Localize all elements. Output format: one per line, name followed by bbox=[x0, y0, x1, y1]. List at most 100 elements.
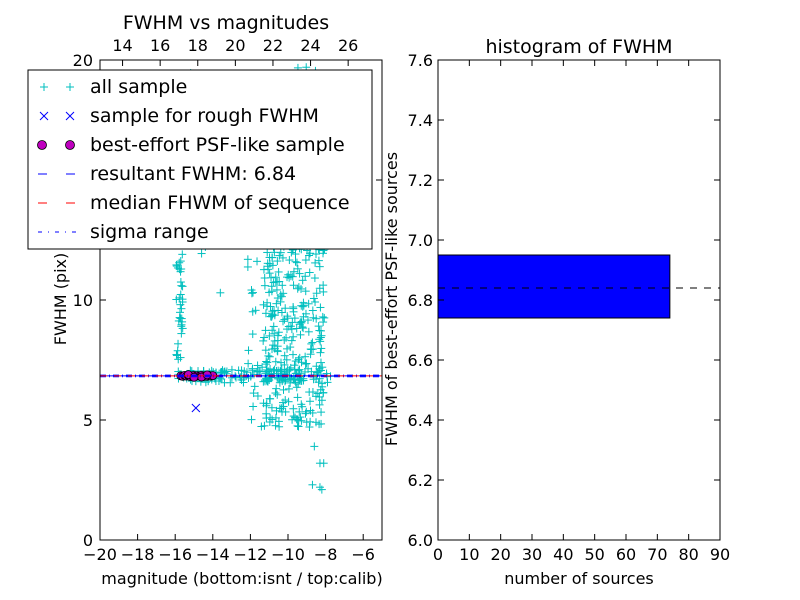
all-sample-point bbox=[247, 289, 256, 298]
all-sample-point bbox=[279, 385, 288, 394]
all-sample-point bbox=[317, 485, 326, 494]
legend: all sample sample for rough FWHM best-ef… bbox=[27, 69, 373, 250]
all-sample-point bbox=[319, 249, 328, 258]
all-sample-point bbox=[265, 331, 274, 340]
all-sample-point bbox=[259, 336, 268, 345]
all-sample-point bbox=[311, 258, 320, 267]
all-sample-point bbox=[177, 265, 186, 274]
all-sample-point bbox=[292, 383, 301, 392]
hist-y-tick-label: 7.4 bbox=[408, 111, 433, 130]
all-sample-point bbox=[286, 378, 295, 387]
all-sample-point bbox=[281, 376, 290, 385]
all-sample-point bbox=[311, 298, 320, 307]
scatter-title: FWHM vs magnitudes bbox=[123, 12, 329, 34]
all-sample-point bbox=[292, 258, 301, 267]
all-sample-point bbox=[291, 413, 300, 422]
all-sample-point bbox=[315, 262, 324, 271]
all-sample-point bbox=[274, 267, 283, 276]
all-sample-point bbox=[176, 314, 185, 323]
all-sample-point bbox=[263, 367, 272, 376]
all-sample-point bbox=[173, 263, 182, 272]
all-sample-point bbox=[302, 359, 311, 368]
all-sample-point bbox=[305, 397, 314, 406]
legend-label: all sample bbox=[90, 76, 187, 98]
all-sample-point bbox=[269, 278, 278, 287]
x-tick-label: −6 bbox=[351, 545, 375, 564]
legend-label: resultant FWHM: 6.84 bbox=[90, 163, 296, 185]
all-sample-point bbox=[283, 314, 292, 323]
all-sample-point bbox=[298, 302, 307, 311]
all-sample-point bbox=[177, 304, 186, 313]
all-sample-point bbox=[284, 397, 293, 406]
all-sample-point bbox=[261, 346, 270, 355]
all-sample-point bbox=[276, 358, 285, 367]
all-sample-point bbox=[248, 364, 257, 373]
all-sample-point bbox=[273, 390, 282, 399]
hist-x-tick-label: 40 bbox=[553, 545, 573, 564]
legend-circle-b bbox=[65, 140, 75, 150]
all-sample-point bbox=[277, 308, 286, 317]
all-sample-point bbox=[279, 289, 288, 298]
all-sample-point bbox=[262, 377, 271, 386]
all-sample-point bbox=[227, 365, 236, 374]
all-sample-point bbox=[319, 287, 328, 296]
hist-x-tick-label: 90 bbox=[710, 545, 730, 564]
all-sample-point bbox=[296, 330, 305, 339]
all-sample-point bbox=[262, 414, 271, 423]
hist-x-tick-label: 70 bbox=[647, 545, 667, 564]
all-sample-point bbox=[282, 325, 291, 334]
all-sample-point bbox=[266, 302, 275, 311]
all-sample-point bbox=[318, 312, 327, 321]
all-sample-point bbox=[304, 299, 313, 308]
all-sample-point bbox=[319, 459, 328, 468]
all-sample-point bbox=[316, 348, 325, 357]
legend-symbol-x bbox=[39, 111, 75, 121]
all-sample-point bbox=[237, 373, 246, 382]
all-sample-point bbox=[312, 314, 321, 323]
all-sample-point bbox=[216, 288, 225, 297]
x-tick-label: −12 bbox=[234, 545, 268, 564]
top-x-tick-label: 14 bbox=[112, 36, 132, 55]
all-sample-point bbox=[289, 404, 298, 413]
hist-x-tick-label: 0 bbox=[433, 545, 443, 564]
all-sample-point bbox=[277, 404, 286, 413]
all-sample-point bbox=[281, 407, 290, 416]
all-sample-point bbox=[268, 415, 277, 424]
all-sample-point bbox=[294, 366, 303, 375]
rough-sample-point bbox=[191, 403, 201, 413]
hist-y-tick-label: 7.6 bbox=[408, 51, 433, 70]
all-sample-point bbox=[294, 422, 303, 431]
all-sample-point bbox=[277, 365, 286, 374]
all-sample-point bbox=[309, 345, 318, 354]
all-sample-point bbox=[249, 370, 258, 379]
all-sample-point bbox=[289, 281, 298, 290]
all-sample-point bbox=[304, 364, 313, 373]
all-sample-point bbox=[291, 257, 300, 266]
y-tick-label: 0 bbox=[83, 531, 93, 550]
all-sample-point bbox=[262, 357, 271, 366]
all-sample-point bbox=[272, 384, 281, 393]
all-sample-point bbox=[295, 269, 304, 278]
all-sample-point bbox=[249, 402, 258, 411]
all-sample-point bbox=[248, 307, 257, 316]
all-sample-point bbox=[279, 402, 288, 411]
scatter-panel: FWHM vs magnitudes −20 −18 −16 −14 −12 −10 −8−… bbox=[27, 12, 383, 588]
all-sample-point bbox=[297, 376, 306, 385]
all-sample-point bbox=[308, 306, 317, 315]
all-sample-point bbox=[178, 298, 187, 307]
legend-entry-sigma-range: sigma range bbox=[38, 221, 209, 243]
top-x-tick-label: 20 bbox=[225, 36, 245, 55]
all-sample-point bbox=[260, 281, 269, 290]
x-tick-label: −16 bbox=[158, 545, 192, 564]
all-sample-point bbox=[296, 318, 305, 327]
hist-x-tick-label: 80 bbox=[678, 545, 698, 564]
legend-label: sample for rough FWHM bbox=[90, 105, 319, 127]
all-sample-point bbox=[270, 336, 279, 345]
all-sample-point bbox=[320, 313, 329, 322]
top-x-tick-label: 26 bbox=[338, 36, 358, 55]
all-sample-point bbox=[289, 332, 298, 341]
all-sample-point bbox=[177, 322, 186, 331]
all-sample-point bbox=[214, 377, 223, 386]
legend-x-b bbox=[65, 111, 75, 121]
all-sample-point bbox=[266, 394, 275, 403]
